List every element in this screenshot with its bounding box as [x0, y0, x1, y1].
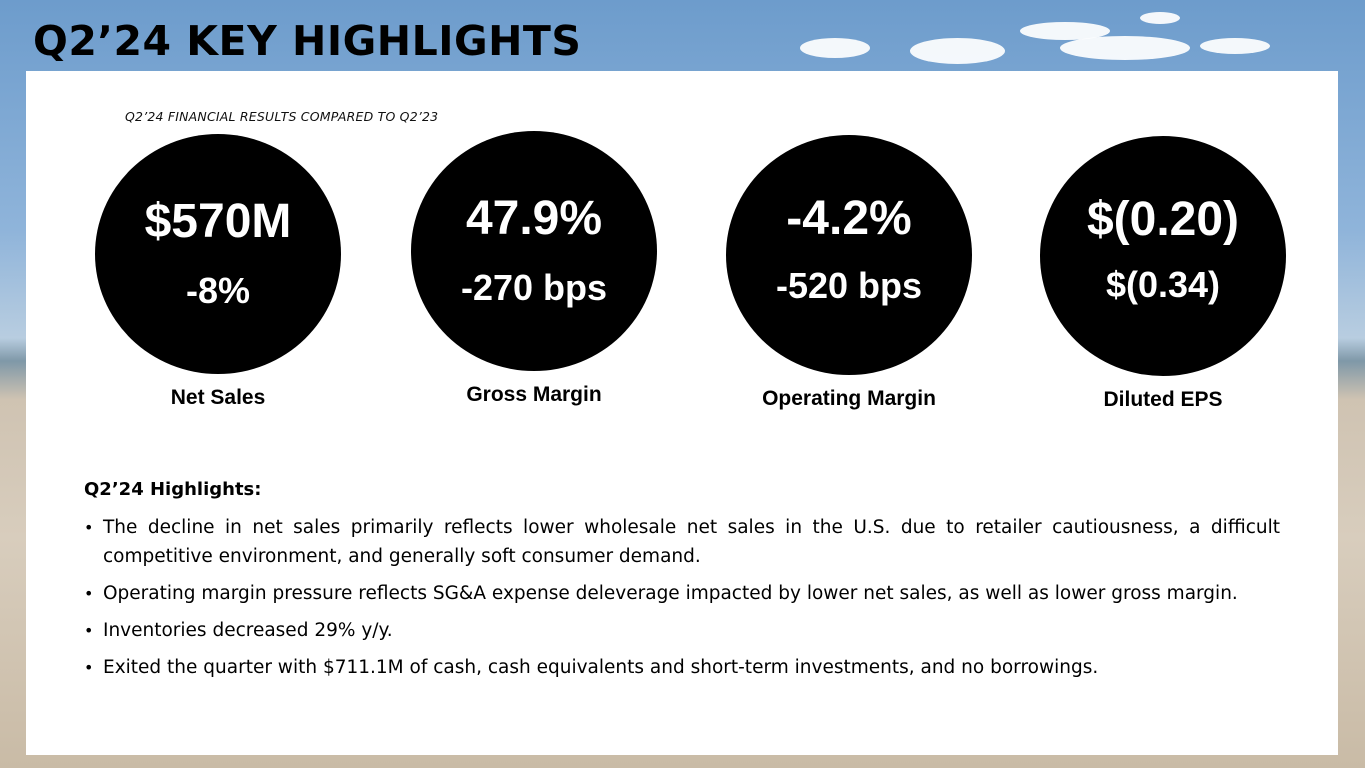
slide-title: Q2’24 KEY HIGHLIGHTS — [33, 17, 582, 65]
metric-circle: $(0.20) $(0.34) — [1040, 136, 1286, 376]
background-cloud — [1020, 22, 1110, 40]
background-cloud — [800, 38, 870, 58]
metric-gross-margin: 47.9% -270 bps Gross Margin — [409, 131, 659, 407]
metric-diluted-eps: $(0.20) $(0.34) Diluted EPS — [1038, 136, 1288, 412]
metric-label: Operating Margin — [762, 387, 936, 410]
metric-change-value: -520 bps — [775, 265, 923, 306]
metric-circle: -4.2% -520 bps — [726, 135, 972, 375]
content-panel: Q2’24 FINANCIAL RESULTS COMPARED TO Q2’2… — [26, 71, 1338, 755]
highlight-item: Operating margin pressure reflects SG&A … — [84, 579, 1280, 608]
highlight-item: Exited the quarter with $711.1M of cash,… — [84, 653, 1280, 682]
highlights-heading: Q2’24 Highlights: — [84, 479, 262, 500]
metric-operating-margin: -4.2% -520 bps Operating Margin — [724, 135, 974, 411]
metric-net-sales: $570M -8% Net Sales — [93, 134, 343, 410]
metric-label: Gross Margin — [466, 383, 602, 406]
background-cloud — [1060, 36, 1190, 60]
metric-change-value: $(0.34) — [1105, 264, 1221, 305]
metric-circle: 47.9% -270 bps — [411, 131, 657, 371]
background-cloud — [1140, 12, 1180, 24]
highlights-list: The decline in net sales primarily refle… — [84, 513, 1280, 690]
background-cloud — [1200, 38, 1270, 54]
metric-primary-value: $570M — [144, 195, 292, 248]
metric-change-value: -270 bps — [460, 267, 608, 308]
metric-change-value: -8% — [185, 270, 251, 311]
highlight-item: The decline in net sales primarily refle… — [84, 513, 1280, 571]
highlight-item: Inventories decreased 29% y/y. — [84, 616, 1280, 645]
metric-label: Diluted EPS — [1103, 388, 1223, 411]
metric-primary-value: 47.9% — [465, 192, 603, 245]
background-cloud — [910, 38, 1005, 64]
metric-circle: $570M -8% — [95, 134, 341, 374]
metric-primary-value: -4.2% — [786, 192, 912, 245]
comparison-subtitle: Q2’24 FINANCIAL RESULTS COMPARED TO Q2’2… — [125, 109, 439, 124]
metric-primary-value: $(0.20) — [1086, 193, 1240, 246]
metric-label: Net Sales — [170, 386, 266, 409]
